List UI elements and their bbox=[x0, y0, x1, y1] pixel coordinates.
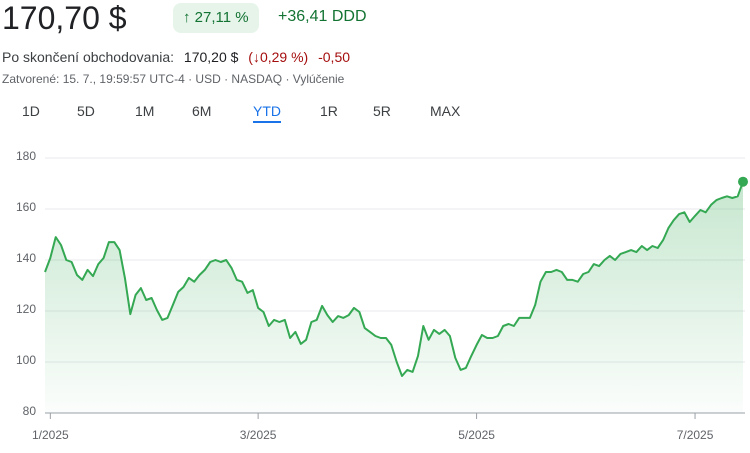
range-tab[interactable]: 1D bbox=[22, 103, 40, 119]
x-tick-label: 7/2025 bbox=[677, 428, 714, 442]
y-tick-label: 160 bbox=[16, 200, 36, 214]
end-dot bbox=[738, 176, 748, 187]
range-tab[interactable]: 1R bbox=[320, 103, 338, 119]
range-tab[interactable]: 1M bbox=[135, 103, 155, 119]
range-tab[interactable]: 5D bbox=[77, 103, 95, 119]
y-tick-label: 100 bbox=[16, 353, 36, 367]
change-badge: ↑ 27,11 % bbox=[173, 3, 259, 33]
change-abs: +36,41 DDD bbox=[278, 8, 367, 25]
x-tick-label: 1/2025 bbox=[32, 428, 69, 442]
range-tab[interactable]: YTD bbox=[253, 103, 281, 123]
after-hours: Po skončení obchodovania: 170,20 $ (↓0,2… bbox=[2, 49, 356, 65]
range-tab[interactable]: 6M bbox=[192, 103, 212, 119]
price-line bbox=[44, 181, 744, 377]
x-tick-label: 3/2025 bbox=[240, 428, 277, 442]
area-fill bbox=[45, 181, 743, 413]
after-hours-abs: -0,50 bbox=[318, 49, 351, 65]
after-hours-price: 170,20 $ bbox=[183, 49, 239, 65]
y-tick-label: 180 bbox=[16, 149, 36, 163]
range-tab[interactable]: MAX bbox=[430, 103, 461, 119]
x-tick-label: 5/2025 bbox=[458, 428, 495, 442]
after-hours-label: Po skončení obchodovania: bbox=[2, 49, 175, 65]
range-tab[interactable]: 5R bbox=[373, 103, 391, 119]
y-tick-label: 80 bbox=[23, 404, 37, 418]
status: Zatvorené: 15. 7., 19:59:57 UTC-4 · USD … bbox=[2, 72, 345, 86]
y-tick-label: 120 bbox=[16, 302, 36, 316]
after-hours-pct: (↓0,29 %) bbox=[248, 49, 309, 65]
y-tick-label: 140 bbox=[16, 251, 36, 265]
price: 170,70 $ bbox=[2, 0, 127, 36]
